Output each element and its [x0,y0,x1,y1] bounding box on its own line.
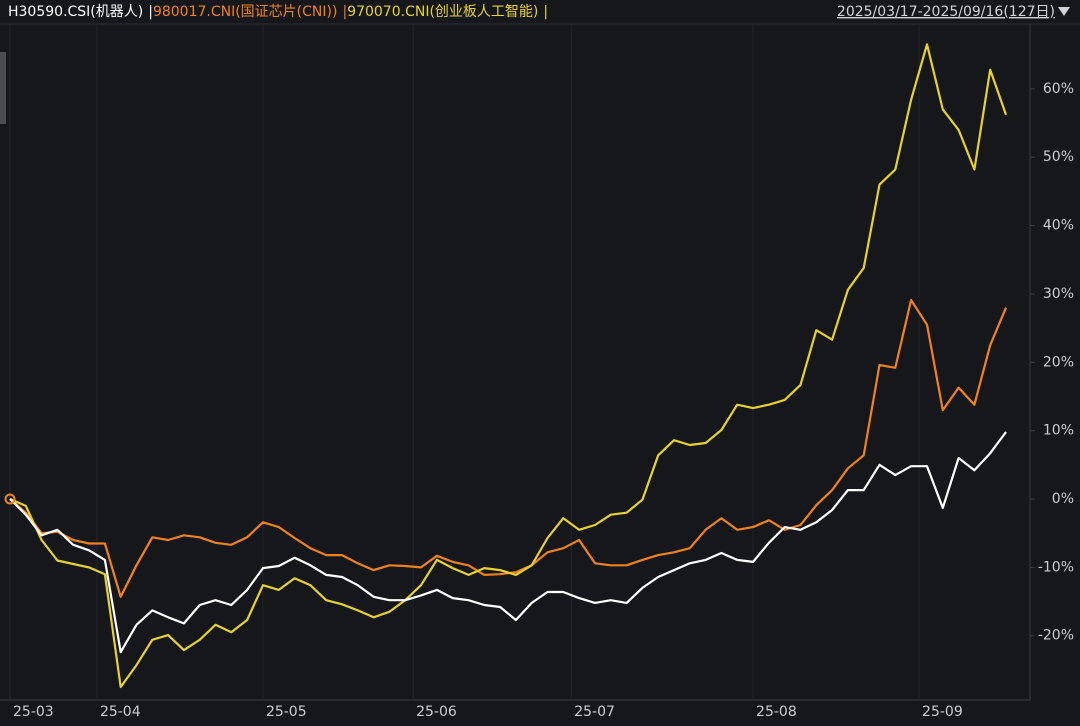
legend: H30590.CSI(机器人) |980017.CNI(国证芯片(CNI)) |97… [8,4,548,20]
y-tick-label: 20% [1043,354,1074,370]
y-tick-label: 30% [1043,286,1074,302]
legend-entry: H30590.CSI(机器人) [8,4,143,20]
legend-entry: 980017.CNI(国证芯片(CNI)) [153,4,338,20]
y-tick-label: -20% [1038,628,1074,644]
start-marker [4,493,16,505]
legend-separator: | [543,4,548,20]
side-tab [0,52,6,124]
x-tick-label: 25-08 [756,704,797,720]
legend-separator: | [148,4,153,20]
date-range[interactable]: 2025/03/17-2025/09/16(127日) [837,4,1055,20]
y-tick-label: 10% [1043,423,1074,439]
dropdown-arrow[interactable] [1058,7,1070,16]
y-tick-label: 0% [1052,491,1074,507]
y-tick-label: 40% [1043,218,1074,234]
legend-separator: | [342,4,347,20]
plot [9,43,1008,689]
x-tick-label: 25-07 [574,704,615,720]
y-tick-label: 50% [1043,149,1074,165]
y-tick-label: -10% [1038,559,1074,575]
x-tick-label: 25-03 [13,704,54,720]
x-tick-label: 25-04 [100,704,141,720]
legend-entry: 970070.CNI(创业板人工智能) [347,4,538,20]
series-line [9,43,1008,689]
x-tick-label: 25-06 [416,704,457,720]
x-tick-label: 25-05 [266,704,307,720]
y-tick-label: 60% [1043,81,1074,97]
series-line [9,431,1007,654]
x-tick-label: 25-09 [922,704,963,720]
